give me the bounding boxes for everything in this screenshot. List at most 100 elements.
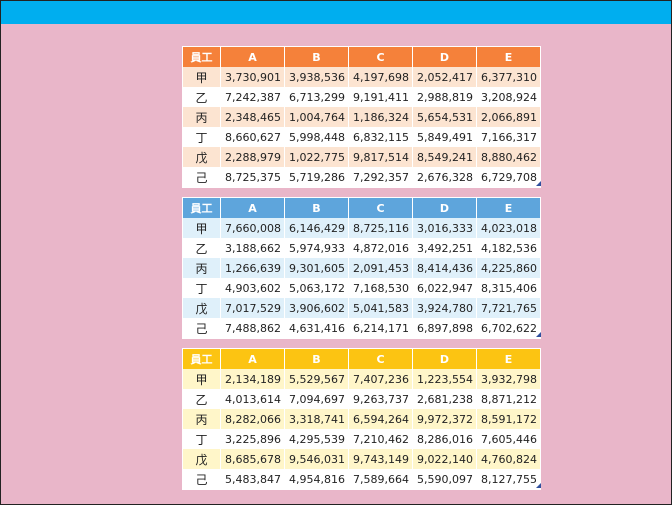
employee-name-cell: 丁 bbox=[182, 127, 221, 147]
value-cell: 6,214,171 bbox=[348, 318, 413, 339]
value-cell: 1,223,554 bbox=[412, 369, 477, 389]
value-cell: 7,605,446 bbox=[476, 429, 541, 449]
value-cell: 9,817,514 bbox=[348, 147, 413, 167]
value-cell: 3,208,924 bbox=[476, 87, 541, 107]
value-cell: 4,225,860 bbox=[476, 258, 541, 278]
value-cell: 9,546,031 bbox=[284, 449, 349, 469]
value-cell: 5,974,933 bbox=[284, 238, 349, 258]
table-row: 甲 3,730,901 3,938,536 4,197,698 2,052,417 6,3… bbox=[182, 67, 541, 87]
orange-data-table: 員工 A B C D E 甲 3,730,901 3,938,536 4,197,698 2,052… bbox=[182, 46, 541, 188]
value-cell: 3,225,896 bbox=[220, 429, 285, 449]
value-cell: 8,880,462 bbox=[476, 147, 541, 167]
value-cell: 7,242,387 bbox=[220, 87, 285, 107]
table-row: 丙 1,266,639 9,301,605 2,091,453 8,414,436 4,2… bbox=[182, 258, 541, 278]
employee-name-cell: 丁 bbox=[182, 278, 221, 298]
value-cell: 7,017,529 bbox=[220, 298, 285, 318]
column-header: C bbox=[348, 197, 413, 218]
value-cell: 7,407,236 bbox=[348, 369, 413, 389]
value-cell: 4,295,539 bbox=[284, 429, 349, 449]
value-cell: 4,903,602 bbox=[220, 278, 285, 298]
value-cell: 5,590,097 bbox=[412, 469, 477, 490]
employee-column-header: 員工 bbox=[182, 46, 221, 67]
value-cell: 2,348,465 bbox=[220, 107, 285, 127]
value-cell: 7,589,664 bbox=[348, 469, 413, 490]
table-row: 己 7,488,862 4,631,416 6,214,171 6,897,898 6,7… bbox=[182, 318, 541, 339]
table-resize-handle-icon[interactable] bbox=[536, 332, 541, 337]
top-bar bbox=[1, 1, 671, 24]
value-cell: 6,377,310 bbox=[476, 67, 541, 87]
employee-name-cell: 丙 bbox=[182, 107, 221, 127]
value-cell: 8,127,755 bbox=[476, 469, 541, 490]
value-cell: 1,186,324 bbox=[348, 107, 413, 127]
table-row: 乙 3,188,662 5,974,933 4,872,016 3,492,251 4,1… bbox=[182, 238, 541, 258]
value-cell: 7,721,765 bbox=[476, 298, 541, 318]
value-cell: 3,318,741 bbox=[284, 409, 349, 429]
table-header-row: 員工 A B C D E bbox=[182, 197, 541, 218]
value-cell: 8,549,241 bbox=[412, 147, 477, 167]
value-cell: 3,924,780 bbox=[412, 298, 477, 318]
value-cell: 5,849,491 bbox=[412, 127, 477, 147]
table-row: 丁 3,225,896 4,295,539 7,210,462 8,286,016 7,6… bbox=[182, 429, 541, 449]
column-header: B bbox=[284, 46, 349, 67]
value-cell: 9,743,149 bbox=[348, 449, 413, 469]
column-header: B bbox=[284, 197, 349, 218]
employee-name-cell: 乙 bbox=[182, 238, 221, 258]
value-cell: 3,906,602 bbox=[284, 298, 349, 318]
employee-column-header: 員工 bbox=[182, 348, 221, 369]
value-cell: 4,872,016 bbox=[348, 238, 413, 258]
table-resize-handle-icon[interactable] bbox=[536, 483, 541, 488]
employee-column-header: 員工 bbox=[182, 197, 221, 218]
value-cell: 5,529,567 bbox=[284, 369, 349, 389]
value-cell: 3,492,251 bbox=[412, 238, 477, 258]
value-cell: 7,094,697 bbox=[284, 389, 349, 409]
value-cell: 1,004,764 bbox=[284, 107, 349, 127]
table-row: 乙 7,242,387 6,713,299 9,191,411 2,988,819 3,2… bbox=[182, 87, 541, 107]
value-cell: 6,729,708 bbox=[476, 167, 541, 188]
value-cell: 8,871,212 bbox=[476, 389, 541, 409]
value-cell: 9,972,372 bbox=[412, 409, 477, 429]
employee-name-cell: 己 bbox=[182, 469, 221, 490]
value-cell: 7,488,862 bbox=[220, 318, 285, 339]
table-row: 戊 7,017,529 3,906,602 5,041,583 3,924,780 7,7… bbox=[182, 298, 541, 318]
value-cell: 3,188,662 bbox=[220, 238, 285, 258]
value-cell: 5,998,448 bbox=[284, 127, 349, 147]
column-header: D bbox=[412, 348, 477, 369]
value-cell: 7,210,462 bbox=[348, 429, 413, 449]
value-cell: 2,052,417 bbox=[412, 67, 477, 87]
table-row: 戊 8,685,678 9,546,031 9,743,149 9,022,140 4,7… bbox=[182, 449, 541, 469]
value-cell: 2,066,891 bbox=[476, 107, 541, 127]
value-cell: 8,660,627 bbox=[220, 127, 285, 147]
table-row: 丁 4,903,602 5,063,172 7,168,530 6,022,947 8,3… bbox=[182, 278, 541, 298]
column-header: D bbox=[412, 197, 477, 218]
employee-name-cell: 丙 bbox=[182, 258, 221, 278]
table-row: 乙 4,013,614 7,094,697 9,263,737 2,681,238 8,8… bbox=[182, 389, 541, 409]
value-cell: 5,483,847 bbox=[220, 469, 285, 490]
table-row: 丁 8,660,627 5,998,448 6,832,115 5,849,491 7,1… bbox=[182, 127, 541, 147]
value-cell: 2,288,979 bbox=[220, 147, 285, 167]
value-cell: 7,168,530 bbox=[348, 278, 413, 298]
table-row: 丙 8,282,066 3,318,741 6,594,264 9,972,372 8,5… bbox=[182, 409, 541, 429]
value-cell: 4,954,816 bbox=[284, 469, 349, 490]
value-cell: 9,022,140 bbox=[412, 449, 477, 469]
value-cell: 4,023,018 bbox=[476, 218, 541, 238]
employee-name-cell: 戊 bbox=[182, 449, 221, 469]
value-cell: 5,041,583 bbox=[348, 298, 413, 318]
value-cell: 1,266,639 bbox=[220, 258, 285, 278]
value-cell: 6,022,947 bbox=[412, 278, 477, 298]
table-row: 己 5,483,847 4,954,816 7,589,664 5,590,097 8,1… bbox=[182, 469, 541, 490]
value-cell: 3,932,798 bbox=[476, 369, 541, 389]
value-cell: 8,725,116 bbox=[348, 218, 413, 238]
employee-name-cell: 丙 bbox=[182, 409, 221, 429]
employee-name-cell: 乙 bbox=[182, 87, 221, 107]
column-header: E bbox=[476, 46, 541, 67]
column-header: A bbox=[220, 197, 285, 218]
value-cell: 9,191,411 bbox=[348, 87, 413, 107]
table-resize-handle-icon[interactable] bbox=[536, 181, 541, 186]
value-cell: 6,897,898 bbox=[412, 318, 477, 339]
value-cell: 8,725,375 bbox=[220, 167, 285, 188]
value-cell: 6,832,115 bbox=[348, 127, 413, 147]
employee-name-cell: 甲 bbox=[182, 369, 221, 389]
value-cell: 4,631,416 bbox=[284, 318, 349, 339]
table-row: 甲 2,134,189 5,529,567 7,407,236 1,223,554 3,9… bbox=[182, 369, 541, 389]
column-header: B bbox=[284, 348, 349, 369]
